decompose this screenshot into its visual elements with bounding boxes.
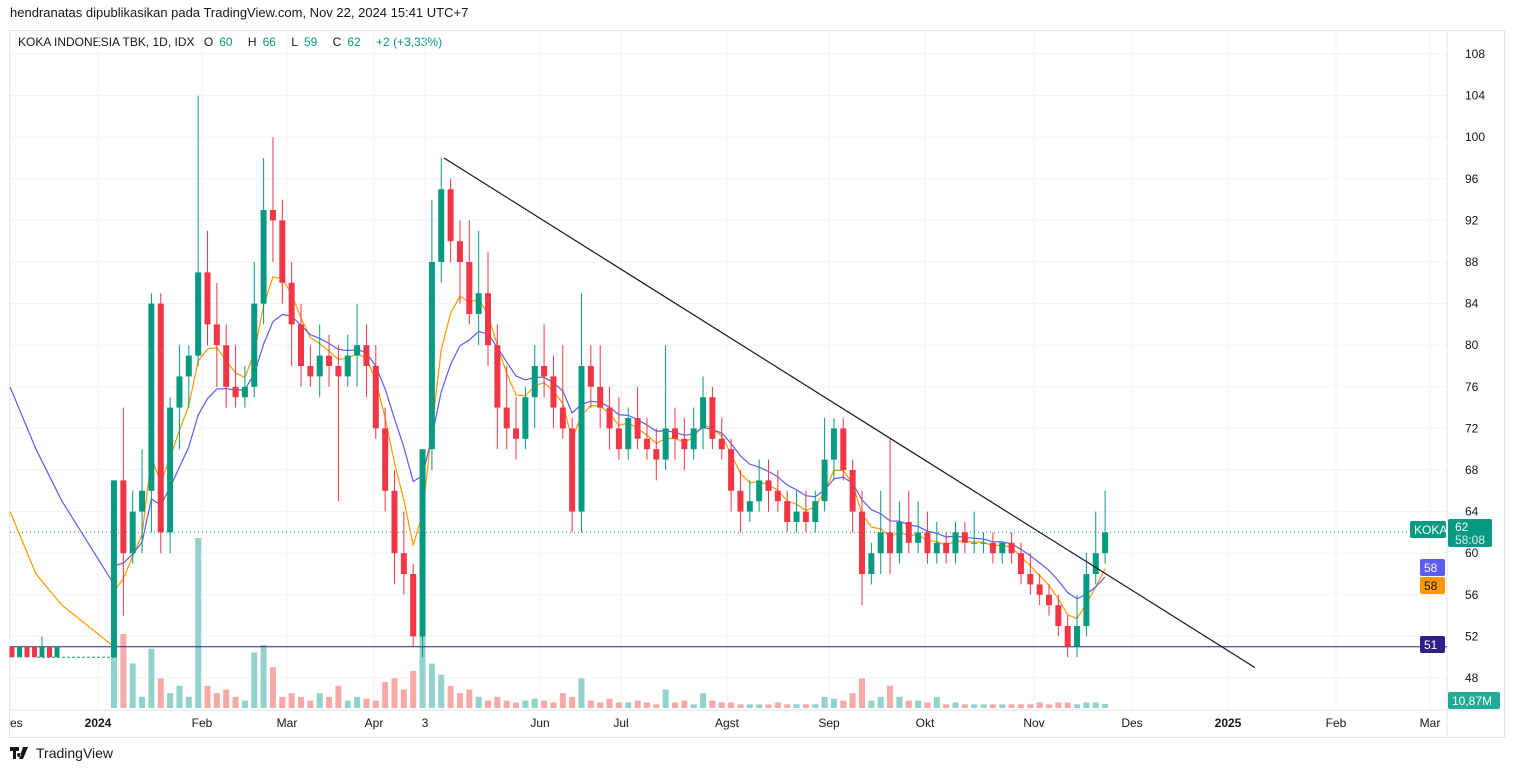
change-value: +2 (+3,33%) (376, 35, 443, 49)
close-label: C (332, 35, 342, 49)
tradingview-brand: TradingView (36, 745, 114, 761)
high-value: H 66 (248, 35, 282, 49)
open-number: 60 (219, 35, 233, 49)
low-label: L (291, 35, 298, 49)
symbol-name: KOKA INDONESIA TBK, 1D, IDX (18, 35, 195, 49)
symbol-legend: KOKA INDONESIA TBK, 1D, IDX O 60 H 66 L 59 … (18, 35, 448, 49)
high-label: H (247, 35, 257, 49)
high-number: 66 (262, 35, 276, 49)
close-number: 62 (347, 35, 361, 49)
open-value: O 60 (204, 35, 239, 49)
tradingview-logo-icon (10, 747, 28, 759)
low-value: L 59 (291, 35, 323, 49)
open-label: O (203, 35, 214, 49)
publisher-line: hendranatas dipublikasikan pada TradingV… (10, 5, 469, 20)
close-value: C 62 (333, 35, 367, 49)
chart-frame (9, 30, 1505, 738)
tradingview-footer[interactable]: TradingView (10, 745, 113, 761)
low-number: 59 (303, 35, 318, 49)
